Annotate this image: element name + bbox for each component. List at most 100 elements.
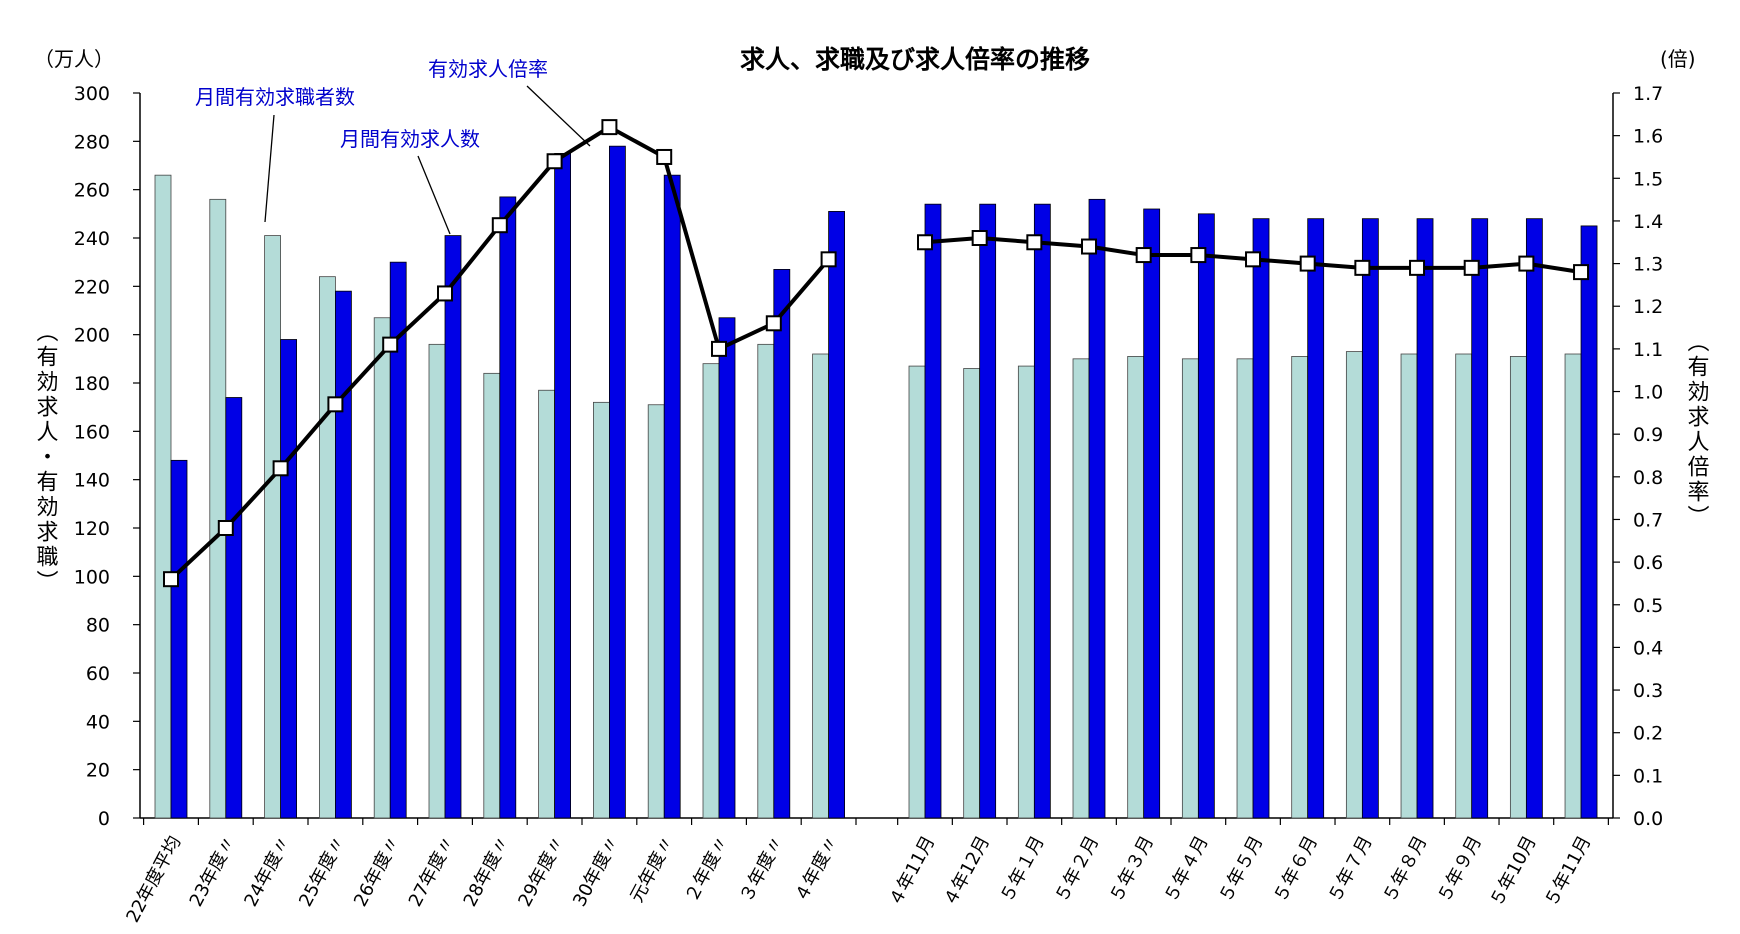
ratio-point [711,340,727,357]
x-tick-label: 28年度〃 [460,832,515,910]
left-tick-label: 140 [74,470,110,492]
ratio-point [1081,238,1098,255]
annotation-ratio: 有効求人倍率 [428,57,548,81]
ratio-point [820,251,837,268]
ratio-point [971,230,988,246]
bar-openings [1580,225,1598,819]
bar-jobseekers [428,343,446,819]
bar-jobseekers [1291,356,1309,819]
left-tick-label: 220 [74,276,110,298]
bar-openings [1471,218,1489,819]
ratio-point [491,217,508,234]
left-axis-title: ︵有効求人・有効求職︶ [33,320,59,595]
bar-openings [773,269,791,819]
bar-openings [280,339,298,819]
left-tick-label: 120 [74,518,110,540]
bar-jobseekers [812,353,829,819]
ratio-point [601,119,618,136]
bar-jobseekers [1345,351,1363,819]
bar-jobseekers [483,372,501,819]
right-tick-label: 0.4 [1633,637,1663,659]
left-tick-label: 0 [98,808,110,830]
ratio-point [546,153,563,170]
left-tick-label: 180 [74,373,110,395]
ratio-point [1573,264,1590,281]
x-tick-label: 24年度〃 [240,832,295,910]
bar-jobseekers [757,343,775,819]
ratio-point [1245,251,1262,268]
bar-openings [1143,208,1161,819]
bar-jobseekers [908,365,926,819]
bar-openings [389,261,407,819]
ratio-point [1354,259,1371,276]
right-unit-label: (倍) [1660,47,1696,71]
bar-openings [334,290,352,819]
bar-jobseekers [318,276,336,819]
x-tick-label: ５年５月 [1215,832,1267,905]
ratio-point [656,148,673,165]
annotation-openings: 月間有効求人数 [340,127,480,151]
ratio-line [163,119,1590,588]
right-tick-label: 1.6 [1633,126,1663,148]
bar-jobseekers [963,368,981,819]
x-tick-label: 30年度〃 [569,832,624,910]
right-axis-title: ︵有効求人倍率︶ [1684,330,1710,530]
left-tick-label: 300 [74,83,110,105]
x-tick-label: ５年８月 [1379,832,1431,905]
bar-openings [1088,198,1106,819]
ratio-point [217,520,234,536]
x-tick-label: ５年７月 [1324,832,1376,905]
x-tick-label: 23年度〃 [186,832,241,910]
x-tick-label: ５年６月 [1270,832,1322,905]
right-tick-label: 1.1 [1633,339,1663,361]
bar-jobseekers [1509,356,1527,819]
right-tick-label: 0.3 [1633,680,1663,702]
ratio-point [382,336,399,353]
x-tick-label: 26年度〃 [350,832,405,910]
bar-openings [1197,213,1215,819]
bar-jobseekers [1072,358,1090,819]
right-tick-label: 1.5 [1633,168,1663,190]
bar-openings [663,174,681,819]
right-tick-label: 0.1 [1633,765,1663,787]
right-tick-label: 0.9 [1633,424,1663,446]
left-unit-label: （万人） [34,47,114,71]
leader-line-openings [417,155,451,235]
x-tick-label: ４年11月 [885,832,940,910]
ratio-point [1190,247,1207,264]
leader-line-jobseekers [264,114,275,223]
right-tick-label: 1.0 [1633,382,1663,404]
x-tick-label: 25年度〃 [295,832,350,910]
bar-openings [1033,203,1051,819]
ratio-point [437,285,453,302]
bar-jobseekers [1564,353,1582,819]
ratio-point [327,396,344,413]
ratio-point [1463,259,1480,276]
bars [154,145,1598,819]
bar-jobseekers [1181,358,1199,819]
axes [133,85,1620,825]
bar-openings [444,235,462,819]
x-tick-label: ５年９月 [1434,832,1486,905]
bar-jobseekers [154,174,172,819]
x-tick-label: 27年度〃 [405,832,460,910]
bar-openings [924,203,942,819]
bar-openings [1252,218,1270,819]
bar-openings [609,145,626,819]
left-tick-label: 60 [86,663,110,685]
bar-openings [1361,218,1379,819]
left-tick-label: 40 [86,711,110,733]
ratio-point [1299,255,1316,272]
x-tick-label: ５年11月 [1541,832,1596,910]
x-tick-label: 29年度〃 [514,832,569,910]
x-tick-label: ２年度〃 [681,832,733,905]
bar-jobseekers [264,235,282,819]
x-tick-label: ５年２月 [1051,832,1103,905]
x-tick-label: ４年12月 [939,832,994,910]
bar-jobseekers [702,363,720,819]
bar-jobseekers [593,401,610,819]
x-tick-label: ５年１月 [996,832,1048,905]
chart-title: 求人、求職及び求人倍率の推移 [740,45,1090,74]
